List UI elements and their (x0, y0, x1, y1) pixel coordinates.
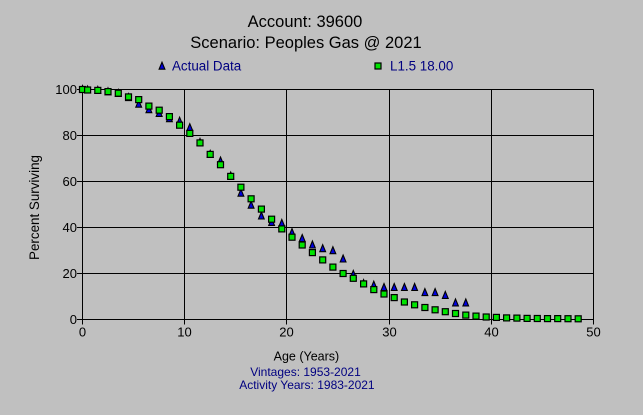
svg-text:0: 0 (79, 325, 86, 340)
svg-text:Actual Data: Actual Data (172, 59, 242, 74)
svg-text:Account: 39600: Account: 39600 (248, 13, 363, 31)
svg-text:L1.5 18.00: L1.5 18.00 (390, 59, 453, 74)
svg-text:100: 100 (55, 82, 77, 97)
svg-text:Vintages: 1953-2021: Vintages: 1953-2021 (250, 365, 361, 379)
svg-text:10: 10 (177, 325, 191, 340)
svg-text:50: 50 (586, 325, 600, 340)
svg-text:Activity Years: 1983-2021: Activity Years: 1983-2021 (239, 378, 375, 392)
svg-text:40: 40 (63, 220, 77, 235)
svg-text:60: 60 (63, 174, 77, 189)
svg-text:Percent Surviving: Percent Surviving (27, 155, 42, 260)
svg-text:30: 30 (382, 325, 396, 340)
svg-text:40: 40 (484, 325, 498, 340)
svg-text:Scenario: Peoples Gas @ 2021: Scenario: Peoples Gas @ 2021 (190, 34, 421, 52)
svg-text:Age (Years): Age (Years) (274, 350, 340, 364)
svg-text:80: 80 (63, 128, 77, 143)
svg-text:20: 20 (63, 266, 77, 281)
svg-text:20: 20 (279, 325, 293, 340)
svg-text:0: 0 (70, 312, 77, 327)
